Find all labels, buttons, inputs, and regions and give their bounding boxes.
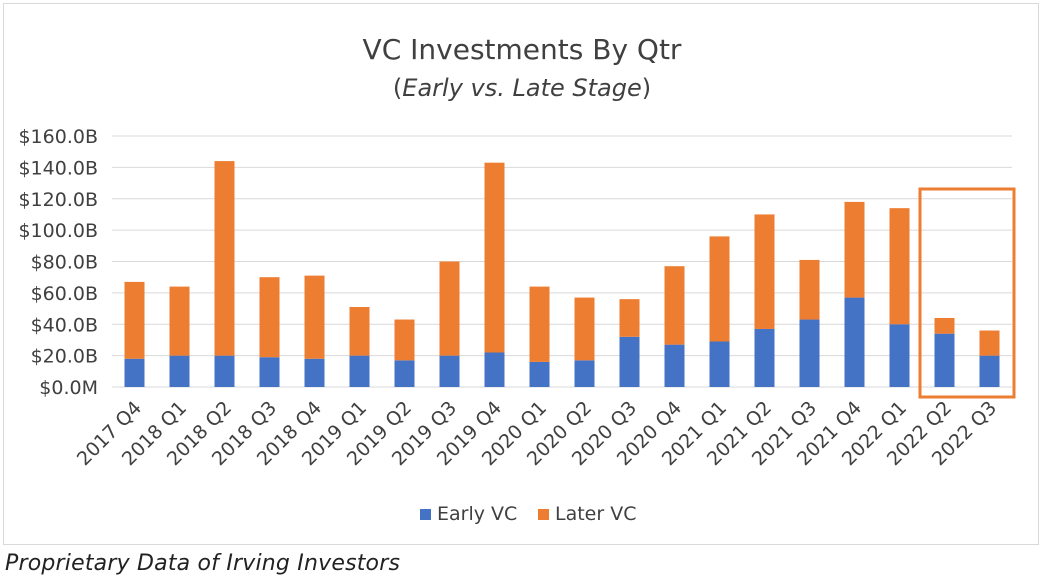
y-tick-label: $80.0B bbox=[31, 252, 98, 274]
bar-early-vc bbox=[799, 319, 820, 387]
bar-early-vc bbox=[844, 297, 865, 387]
bar-later-vc bbox=[439, 261, 460, 356]
bar-early-vc bbox=[439, 355, 460, 387]
bar-early-vc bbox=[214, 355, 235, 387]
bar-later-vc bbox=[169, 286, 190, 356]
bar-early-vc bbox=[304, 358, 325, 387]
bar-early-vc bbox=[394, 360, 415, 387]
bar-later-vc bbox=[259, 277, 280, 358]
bar-later-vc bbox=[934, 317, 955, 334]
bar-later-vc bbox=[529, 286, 550, 362]
bar-early-vc bbox=[979, 355, 1000, 387]
bar-early-vc bbox=[934, 333, 955, 387]
bar-later-vc bbox=[709, 236, 730, 342]
y-tick-label: $40.0B bbox=[31, 314, 98, 336]
bar-later-vc bbox=[979, 330, 1000, 356]
bar-later-vc bbox=[664, 266, 685, 345]
bar-later-vc bbox=[124, 281, 145, 359]
bar-early-vc bbox=[124, 358, 145, 387]
y-tick-label: $120.0B bbox=[18, 189, 98, 211]
bar-early-vc bbox=[529, 361, 550, 387]
bar-later-vc bbox=[754, 214, 775, 329]
bar-later-vc bbox=[349, 306, 370, 356]
bar-early-vc bbox=[574, 360, 595, 387]
bar-later-vc bbox=[889, 208, 910, 325]
y-tick-label: $160.0B bbox=[18, 126, 98, 148]
legend-label-early-vc: Early VC bbox=[437, 503, 517, 525]
highlight-box bbox=[918, 187, 1016, 399]
bar-early-vc bbox=[664, 344, 685, 387]
bar-later-vc bbox=[484, 162, 505, 353]
legend-swatch-early-vc bbox=[420, 509, 431, 520]
bar-later-vc bbox=[214, 161, 235, 356]
y-tick-label: $60.0B bbox=[31, 283, 98, 305]
bar-early-vc bbox=[709, 341, 730, 387]
bar-later-vc bbox=[394, 319, 415, 361]
bar-early-vc bbox=[169, 355, 190, 387]
chart-frame bbox=[3, 3, 1039, 545]
footer-note: Proprietary Data of Irving Investors bbox=[5, 551, 401, 576]
legend-label-later-vc: Later VC bbox=[555, 503, 636, 525]
y-tick-label: $140.0B bbox=[18, 157, 98, 179]
bar-early-vc bbox=[754, 328, 775, 387]
bar-later-vc bbox=[574, 297, 595, 361]
y-tick-label: $20.0B bbox=[31, 346, 98, 368]
bar-later-vc bbox=[799, 259, 820, 320]
bar-early-vc bbox=[349, 355, 370, 387]
chart-title: VC Investments By Qtr bbox=[363, 33, 682, 66]
bar-early-vc bbox=[484, 352, 505, 387]
legend-swatch-later-vc bbox=[538, 509, 549, 520]
bar-later-vc bbox=[844, 201, 865, 298]
bar-later-vc bbox=[304, 275, 325, 359]
bar-early-vc bbox=[259, 357, 280, 387]
y-tick-label: $0.0M bbox=[39, 377, 98, 399]
bar-early-vc bbox=[619, 336, 640, 387]
bar-early-vc bbox=[889, 324, 910, 387]
chart-subtitle: (Early vs. Late Stage) bbox=[393, 74, 651, 102]
y-tick-label: $100.0B bbox=[18, 220, 98, 242]
bar-later-vc bbox=[619, 299, 640, 337]
